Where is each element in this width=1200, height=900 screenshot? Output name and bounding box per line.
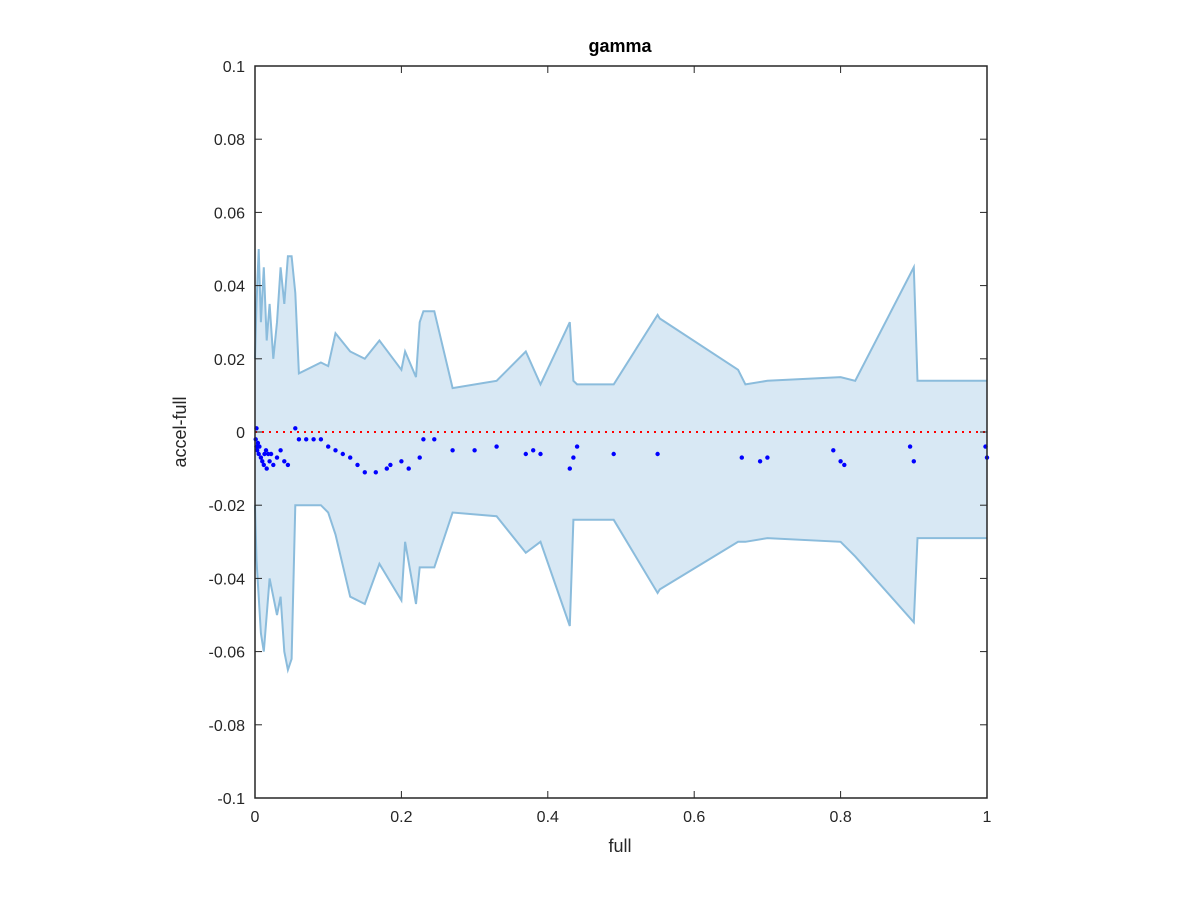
data-point — [567, 466, 572, 471]
data-point — [406, 466, 411, 471]
data-point — [258, 455, 264, 460]
data-point — [340, 451, 345, 457]
x-tick-label: 0.6 — [683, 809, 705, 826]
data-point — [571, 455, 576, 460]
x-tick-label: 0.4 — [537, 809, 559, 826]
data-point — [326, 444, 331, 449]
data-point — [296, 437, 302, 442]
data-point — [318, 437, 324, 442]
data-point — [739, 455, 744, 460]
y-tick-label: 0 — [236, 425, 245, 442]
data-point — [417, 455, 422, 460]
data-point — [264, 466, 269, 471]
y-tick-label: -0.04 — [209, 571, 246, 588]
y-tick-label: 0.06 — [214, 205, 245, 222]
data-point — [531, 448, 536, 453]
data-point — [274, 455, 280, 460]
x-axis-label: full — [608, 836, 631, 856]
y-tick-label: -0.06 — [209, 645, 246, 662]
y-tick-label: -0.02 — [209, 498, 246, 515]
data-point — [304, 437, 309, 442]
data-point — [362, 470, 367, 475]
plot-area: 0 0.2 0.4 0.6 0.8 1 0.1 0.08 0.06 0.04 0.02 0 -0.02 -… — [209, 59, 992, 826]
data-point — [757, 459, 763, 464]
data-point — [260, 459, 265, 464]
data-point — [538, 451, 543, 457]
data-point — [838, 459, 843, 464]
y-tick-label: -0.1 — [217, 791, 245, 808]
data-point — [333, 448, 338, 453]
data-point — [399, 459, 404, 464]
data-point — [261, 462, 266, 468]
y-tick-label: 0.08 — [214, 132, 245, 149]
y-tick-label: -0.08 — [209, 718, 246, 735]
data-point — [271, 462, 276, 468]
data-point — [256, 451, 261, 457]
data-point — [450, 448, 455, 453]
data-point — [373, 470, 378, 475]
data-point — [831, 448, 836, 453]
data-point — [255, 440, 261, 446]
data-point — [432, 437, 437, 442]
x-tick-label: 0.2 — [390, 809, 412, 826]
data-point — [293, 426, 298, 431]
data-point — [472, 448, 477, 453]
y-axis-label: accel-full — [170, 396, 190, 467]
x-tick-label: 0.8 — [829, 809, 851, 826]
data-point — [285, 462, 291, 468]
data-point — [574, 444, 580, 449]
data-point — [388, 462, 393, 468]
data-point — [611, 451, 616, 457]
data-point — [311, 437, 316, 442]
data-point — [523, 451, 528, 457]
data-point — [907, 444, 913, 449]
data-point — [494, 444, 499, 449]
data-point — [348, 455, 353, 460]
data-point — [278, 448, 283, 453]
data-point — [263, 448, 269, 453]
band-upper-edge — [254, 248, 987, 390]
band-lower-edge — [254, 504, 987, 674]
data-point — [255, 448, 260, 453]
data-point — [421, 437, 426, 442]
y-tick-label: 0.04 — [214, 279, 245, 296]
data-point — [355, 462, 360, 468]
x-tick-label: 0 — [251, 809, 260, 826]
data-point — [765, 455, 770, 460]
data-point — [842, 462, 847, 468]
y-tick-label: 0.02 — [214, 352, 245, 369]
data-point — [655, 451, 660, 457]
chart-title: gamma — [588, 36, 652, 56]
x-tick-label: 1 — [983, 809, 992, 826]
data-point — [257, 444, 262, 449]
data-point — [282, 459, 287, 464]
band-fill — [255, 249, 987, 670]
data-point — [262, 451, 267, 457]
data-point — [267, 459, 272, 464]
data-point — [268, 451, 274, 457]
data-point — [384, 466, 389, 471]
data-point — [911, 459, 916, 464]
y-tick-label: 0.1 — [223, 59, 245, 76]
